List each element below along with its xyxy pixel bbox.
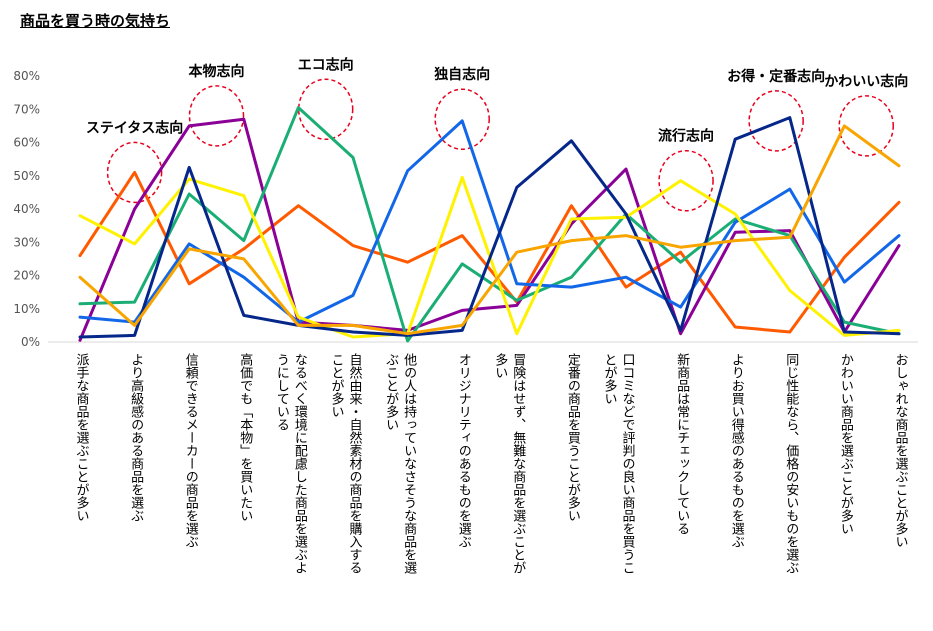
annotation-circle [434,88,490,150]
x-tick-label: とが多い [602,353,618,405]
y-tick-label: 80% [13,69,40,83]
series-line-7 [78,124,901,336]
annotation-label: エコ志向 [298,56,354,73]
y-tick-label: 10% [13,302,40,316]
y-axis: 0% 10% 20% 30% 40% 50% 60% 70% 80% [13,69,40,349]
x-tick-label: 新商品は常にチェックしている [674,352,690,535]
x-tick-label: より高級感のある商品を選ぶ [128,353,144,522]
x-tick-label: 冒険はせず、無難な商品を選ぶことが [510,353,526,574]
y-tick-label: 20% [13,269,40,283]
x-tick-label: 自然由来・自然素材の商品を購入する [347,353,363,574]
x-category-label: よりお買い得感のあるものを選ぶ [729,353,745,548]
series-line-2 [78,117,901,342]
annotation-circle [658,149,714,212]
x-tick-label: なるべく環境に配慮した商品を選ぶよ [292,353,308,574]
x-tick-label: 他の人は持っていなさそうな商品を選 [401,353,417,574]
y-tick-label: 0% [21,335,40,349]
annotation-label: 独自志向 [434,66,490,83]
x-tick-label: よりお買い得感のあるものを選ぶ [729,353,745,548]
x-category-label: 派手な商品を選ぶことが多い [74,353,90,522]
series-line-6 [78,116,901,339]
annotation-circle [188,85,245,147]
x-category-label: オリジナリティのあるものを選ぶ [456,353,472,548]
chart-title: 商品を買う時の気持ち [20,12,171,30]
x-tick-label: 派手な商品を選ぶことが多い [74,353,90,522]
x-tick-label: 口コミなどで評判の良い商品を買うこ [620,353,636,574]
x-category-label: 高価でも「本物」を買いたい [237,352,253,522]
x-tick-label: 同じ性能なら、価格の安いものを選ぶ [783,353,799,574]
series-line-3 [78,106,901,343]
series-group [78,106,901,343]
x-tick-label: かわいい商品を選ぶことが多い [838,353,854,535]
x-category-label: 同じ性能なら、価格の安いものを選ぶ [783,353,799,574]
x-category-label: より高級感のある商品を選ぶ [128,353,144,522]
y-tick-label: 30% [13,235,40,249]
series-line-4 [78,119,901,324]
x-axis: 派手な商品を選ぶことが多い より高級感のある商品を選ぶ 信頼できるメーカーの商品を選… [74,352,909,574]
x-category-label: 信頼できるメーカーの商品を選ぶ [183,353,199,548]
x-tick-label: おしゃれな商品を選ぶことが多い [893,353,909,548]
x-tick-label: 多い [492,352,508,379]
x-tick-label: オリジナリティのあるものを選ぶ [456,353,472,548]
annotation-label: お得・定番志向 [727,68,825,85]
annotation-circle [748,90,804,152]
x-tick-label: 高価でも「本物」を買いたい [237,352,253,522]
annotation-circle [106,141,163,204]
x-tick-label: うにしている [274,353,289,431]
x-tick-label: 信頼できるメーカーの商品を選ぶ [183,353,199,548]
x-tick-label: ことが多い [329,353,345,418]
annotation-label: ステイタス志向 [86,119,183,136]
y-tick-label: 60% [13,136,40,150]
x-tick-label: 定番の商品を買うことが多い [565,353,581,522]
annotation-circle [838,95,894,157]
y-tick-label: 50% [13,169,40,183]
annotation-label: 本物志向 [189,63,245,80]
annotation-circle [297,78,354,140]
x-category-label: おしゃれな商品を選ぶことが多い [893,353,909,548]
y-tick-label: 40% [13,202,40,216]
x-category-label: 定番の商品を買うことが多い [565,353,581,522]
annotation-label: 流行志向 [658,128,714,145]
x-category-label: 新商品は常にチェックしている [674,352,690,535]
y-tick-label: 70% [13,102,40,116]
annotation-label: かわいい志向 [824,73,908,90]
x-category-label: かわいい商品を選ぶことが多い [838,353,854,535]
x-tick-label: ぶことが多い [383,353,399,431]
series-line-1 [78,170,901,334]
